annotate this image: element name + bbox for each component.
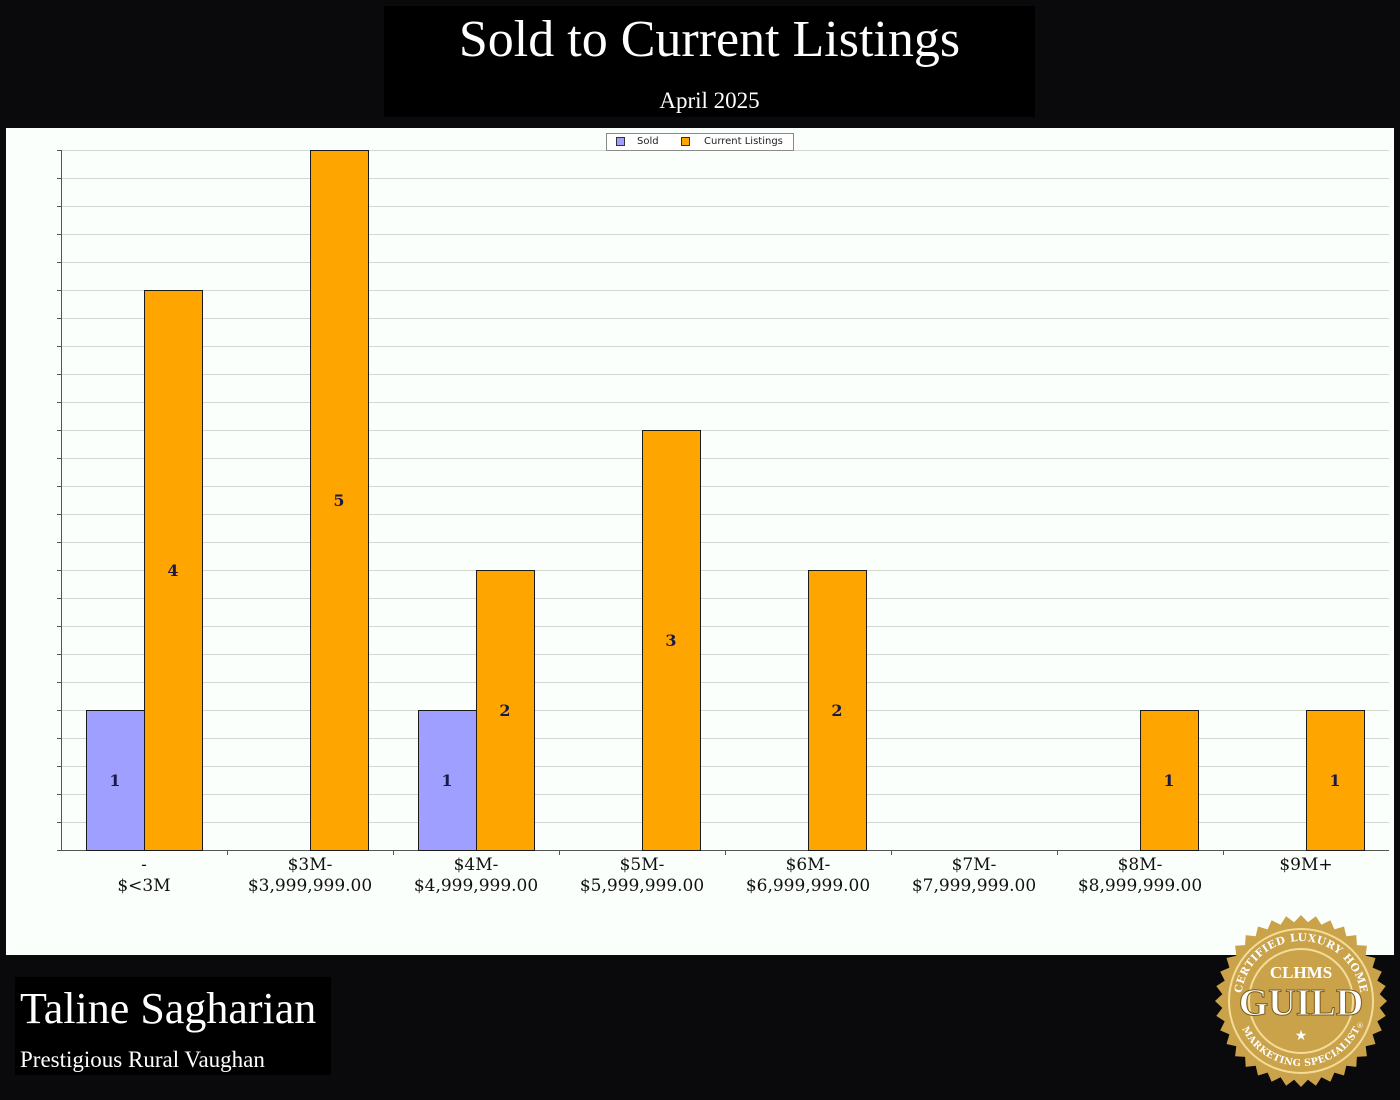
badge-seal-shape: [1215, 915, 1387, 1087]
x-tick-label: $3,999,999.00: [248, 876, 372, 896]
bar-sold: [418, 710, 477, 851]
chart-subtitle: April 2025: [659, 88, 760, 113]
x-tick-label: $8,999,999.00: [1078, 876, 1202, 896]
legend-swatch-sold: [616, 137, 625, 146]
x-tick-label: $7,999,999.00: [912, 876, 1036, 896]
bar-current-listings: [808, 570, 867, 851]
bar-current-listings: [144, 290, 203, 851]
chart-panel: 1 4 - $<3M 5 $3M- $3,999,999.00 1 2 $4M- $4,999,99…: [6, 128, 1394, 955]
x-tick-label: $4,999,999.00: [414, 876, 538, 896]
bar-value-label: 1: [441, 771, 452, 790]
bar-current-listings: [476, 570, 535, 851]
bar-value-label: 1: [109, 771, 120, 790]
badge-brand: CLHMS: [1270, 963, 1332, 982]
clhms-guild-badge: CERTIFIED LUXURY HOME MARKETING SPECIALI…: [1215, 915, 1387, 1087]
badge-main: GUILD: [1239, 982, 1364, 1024]
x-tick-label: $3M-: [288, 855, 333, 875]
badge-ring-inner: [1248, 948, 1354, 1054]
legend-label-current-listings: Current Listings: [704, 136, 783, 147]
x-tick-label: $8M-: [1118, 855, 1163, 875]
bar-value-label: 4: [167, 561, 178, 580]
x-tick-label: $<3M: [117, 876, 170, 896]
legend-swatch-current-listings: [681, 137, 690, 146]
bar-value-label: 1: [1329, 771, 1340, 790]
x-tick-label: -: [141, 855, 147, 875]
badge-star: ★: [1295, 1028, 1308, 1044]
bar-value-label: 1: [1163, 771, 1174, 790]
legend-label-sold: Sold: [637, 136, 659, 147]
bar-current-listings: [310, 150, 369, 851]
bar-value-label: 2: [831, 701, 842, 720]
agent-name: Taline Sagharian: [20, 984, 317, 1033]
x-tick-label: $5M-: [620, 855, 665, 875]
x-tick-label: $4M-: [454, 855, 499, 875]
x-tick-label: $5,999,999.00: [580, 876, 704, 896]
chart-legend: Sold Current Listings: [606, 133, 794, 151]
chart-header: Sold to Current Listings April 2025: [384, 6, 1035, 117]
bar-value-label: 2: [499, 701, 510, 720]
badge-trademark: ®: [1357, 1022, 1364, 1030]
bar-value-label: 5: [333, 491, 344, 510]
bar-value-label: 3: [665, 631, 676, 650]
badge-ring-outer: [1228, 928, 1374, 1074]
bar-current-listings: [1140, 710, 1199, 851]
bar-current-listings: [1306, 710, 1365, 851]
x-tick-label: $6,999,999.00: [746, 876, 870, 896]
x-tick-label: $7M-: [952, 855, 997, 875]
chart-title: Sold to Current Listings: [458, 11, 961, 68]
bar-sold: [86, 710, 145, 851]
bar-chart: 1 4 -$<3M 5 $3M-$3,999,999.00 1 2 $4M-$4,999,99…: [57, 150, 1389, 896]
x-tick-label: $9M+: [1279, 855, 1332, 875]
agent-info: Taline Sagharian Prestigious Rural Vaugh…: [15, 977, 331, 1075]
agent-area: Prestigious Rural Vaughan: [20, 1047, 265, 1072]
x-tick-label: $6M-: [786, 855, 831, 875]
bar-current-listings: [642, 430, 701, 851]
